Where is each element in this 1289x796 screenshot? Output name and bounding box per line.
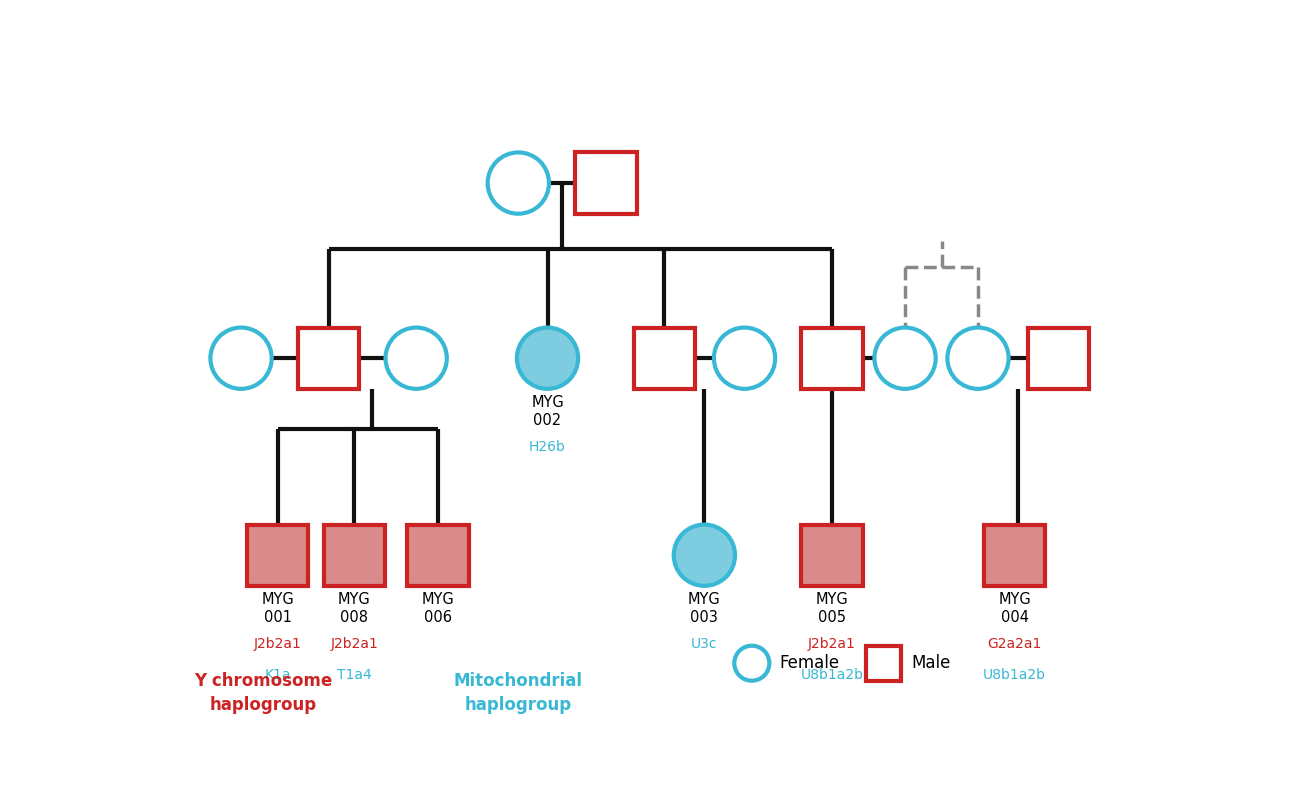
FancyBboxPatch shape bbox=[298, 328, 360, 389]
Text: H26b: H26b bbox=[528, 440, 566, 454]
Circle shape bbox=[210, 328, 272, 389]
Text: MYG
004: MYG 004 bbox=[998, 591, 1031, 626]
Text: K1a: K1a bbox=[264, 668, 291, 681]
Circle shape bbox=[385, 328, 447, 389]
Text: U8b1a2b: U8b1a2b bbox=[800, 668, 864, 681]
FancyBboxPatch shape bbox=[247, 525, 308, 586]
Circle shape bbox=[487, 153, 549, 213]
Circle shape bbox=[947, 328, 1009, 389]
FancyBboxPatch shape bbox=[407, 525, 469, 586]
Text: MYG
001: MYG 001 bbox=[262, 591, 294, 626]
Circle shape bbox=[735, 646, 770, 681]
Text: MYG
008: MYG 008 bbox=[338, 591, 370, 626]
Text: U8b1a2b: U8b1a2b bbox=[984, 668, 1045, 681]
FancyBboxPatch shape bbox=[324, 525, 385, 586]
Text: J2b2a1: J2b2a1 bbox=[254, 637, 302, 651]
Circle shape bbox=[874, 328, 936, 389]
FancyBboxPatch shape bbox=[866, 646, 901, 681]
Text: T1a4: T1a4 bbox=[336, 668, 371, 681]
Text: MYG
006: MYG 006 bbox=[422, 591, 455, 626]
Text: J2b2a1: J2b2a1 bbox=[330, 637, 378, 651]
Text: U3c: U3c bbox=[691, 637, 718, 651]
Text: Y chromosome
haplogroup: Y chromosome haplogroup bbox=[193, 672, 333, 713]
FancyBboxPatch shape bbox=[1027, 328, 1089, 389]
Text: Female: Female bbox=[780, 654, 839, 672]
Text: J2b2a1: J2b2a1 bbox=[808, 637, 856, 651]
Text: MYG
002: MYG 002 bbox=[531, 395, 563, 428]
FancyBboxPatch shape bbox=[575, 153, 637, 213]
Text: Mitochondrial
haplogroup: Mitochondrial haplogroup bbox=[454, 672, 583, 713]
Circle shape bbox=[714, 328, 775, 389]
Circle shape bbox=[674, 525, 735, 586]
FancyBboxPatch shape bbox=[634, 328, 695, 389]
Text: MYG
003: MYG 003 bbox=[688, 591, 721, 626]
FancyBboxPatch shape bbox=[984, 525, 1045, 586]
Text: Male: Male bbox=[911, 654, 950, 672]
FancyBboxPatch shape bbox=[802, 328, 862, 389]
FancyBboxPatch shape bbox=[802, 525, 862, 586]
Circle shape bbox=[517, 328, 579, 389]
Text: G2a2a1: G2a2a1 bbox=[987, 637, 1042, 651]
Text: MYG
005: MYG 005 bbox=[816, 591, 848, 626]
